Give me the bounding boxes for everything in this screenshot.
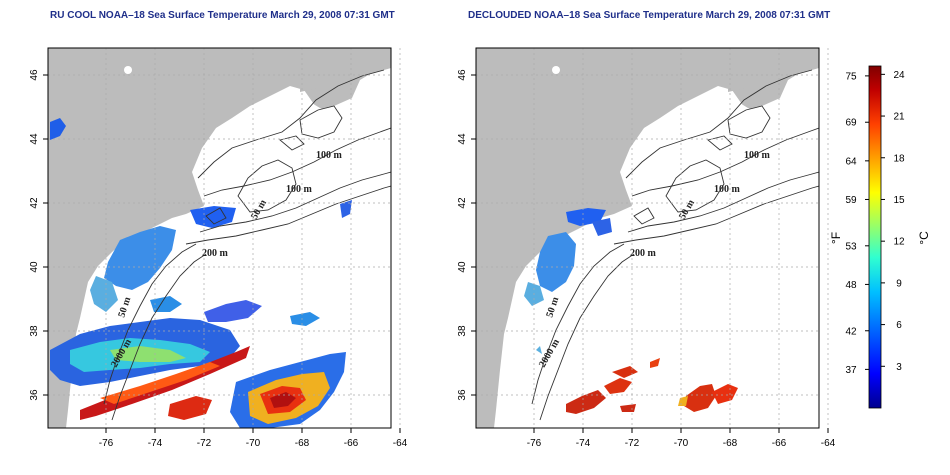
y-tick-label: 44	[457, 133, 468, 145]
celsius-tick-label: 15	[893, 195, 905, 206]
fahrenheit-unit-label: °F	[829, 232, 843, 244]
fahrenheit-tick-label: 42	[845, 326, 857, 337]
celsius-tick-label: 9	[896, 278, 902, 289]
colorbar-gradient	[868, 65, 882, 409]
celsius-tick-label: 21	[893, 112, 905, 123]
nova-scotia-land	[300, 48, 391, 92]
celsius-tick-label: 3	[896, 362, 902, 373]
y-tick-label: 40	[29, 261, 40, 273]
x-tick-label: -76	[527, 438, 542, 449]
y-tick-label: 38	[457, 325, 468, 337]
contour-label: 200 m	[202, 248, 229, 259]
gulf-water	[668, 132, 726, 166]
y-tick-label: 38	[29, 325, 40, 337]
contour-label: 100 m	[286, 184, 313, 195]
bathymetry-contours	[531, 69, 819, 421]
map-frame	[475, 47, 820, 429]
contour-label: 100 m	[744, 150, 771, 161]
x-tick-label: -76	[99, 438, 114, 449]
land-mass	[476, 48, 819, 428]
nova-scotia-land	[728, 48, 819, 92]
y-tick-label: 46	[457, 69, 468, 81]
bathymetry-contours	[103, 69, 391, 421]
fahrenheit-tick-label: 64	[845, 156, 857, 167]
colorbar: 24 21 18 15 12 9 6 3 75 69 64 59 53 48 42 37 °F °C	[829, 65, 931, 409]
x-tick-label: -68	[295, 438, 310, 449]
y-tick-label: 42	[457, 197, 468, 209]
fahrenheit-tick-label: 48	[845, 280, 857, 291]
contour-label: 100 m	[714, 184, 741, 195]
y-tick-label: 46	[29, 69, 40, 81]
y-tick-label: 40	[457, 261, 468, 273]
y-tick-label: 36	[457, 389, 468, 401]
celsius-tick-label: 6	[896, 320, 902, 331]
fahrenheit-tick-label: 37	[845, 365, 857, 376]
x-tick-label: -68	[723, 438, 738, 449]
graticule	[476, 48, 829, 428]
axis-ticks: -76 -74 -72 -70 -68 -66 -64 36 38 40 42 44 46	[29, 69, 408, 449]
map-panel-raw: 100 m 100 m 50 m 200 m 50 m 2000 m -76 -7…	[29, 47, 408, 449]
celsius-tick-label: 12	[893, 237, 905, 248]
x-tick-label: -74	[148, 438, 163, 449]
contour-label: 100 m	[316, 150, 343, 161]
celsius-unit-label: °C	[917, 231, 931, 245]
fahrenheit-tick-label: 69	[845, 118, 857, 129]
fahrenheit-tick-label: 53	[845, 241, 857, 252]
contour-label: 200 m	[630, 248, 657, 259]
map-frame	[47, 47, 392, 429]
x-tick-label: -64	[821, 438, 836, 449]
land-mass	[48, 48, 391, 428]
gulf-water	[240, 132, 298, 166]
x-tick-label: -70	[246, 438, 261, 449]
graticule	[48, 48, 401, 428]
panel-title-declouded: DECLOUDED NOAA–18 Sea Surface Temperatur…	[468, 10, 831, 21]
y-tick-label: 36	[29, 389, 40, 401]
map-panel-declouded: 100 m 100 m 50 m 200 m 50 m 2000 m -76 -7…	[457, 47, 836, 449]
lake	[552, 66, 560, 74]
x-tick-label: -66	[772, 438, 787, 449]
celsius-tick-label: 24	[893, 70, 905, 81]
x-tick-label: -72	[625, 438, 640, 449]
x-tick-label: -66	[344, 438, 359, 449]
x-tick-label: -74	[576, 438, 591, 449]
y-tick-label: 42	[29, 197, 40, 209]
panel-title-raw: RU COOL NOAA–18 Sea Surface Temperature …	[50, 10, 395, 21]
x-tick-label: -64	[393, 438, 408, 449]
axis-ticks: -76 -74 -72 -70 -68 -66 -64 36 38 40 42 44 46	[457, 69, 836, 449]
lake	[124, 66, 132, 74]
x-tick-label: -72	[197, 438, 212, 449]
fahrenheit-tick-label: 59	[845, 195, 857, 206]
fahrenheit-tick-label: 75	[845, 71, 857, 82]
x-tick-label: -70	[674, 438, 689, 449]
sst-patches-raw	[50, 118, 352, 428]
y-tick-label: 44	[29, 133, 40, 145]
celsius-tick-label: 18	[893, 153, 905, 164]
sst-patches-declouded	[524, 208, 738, 414]
